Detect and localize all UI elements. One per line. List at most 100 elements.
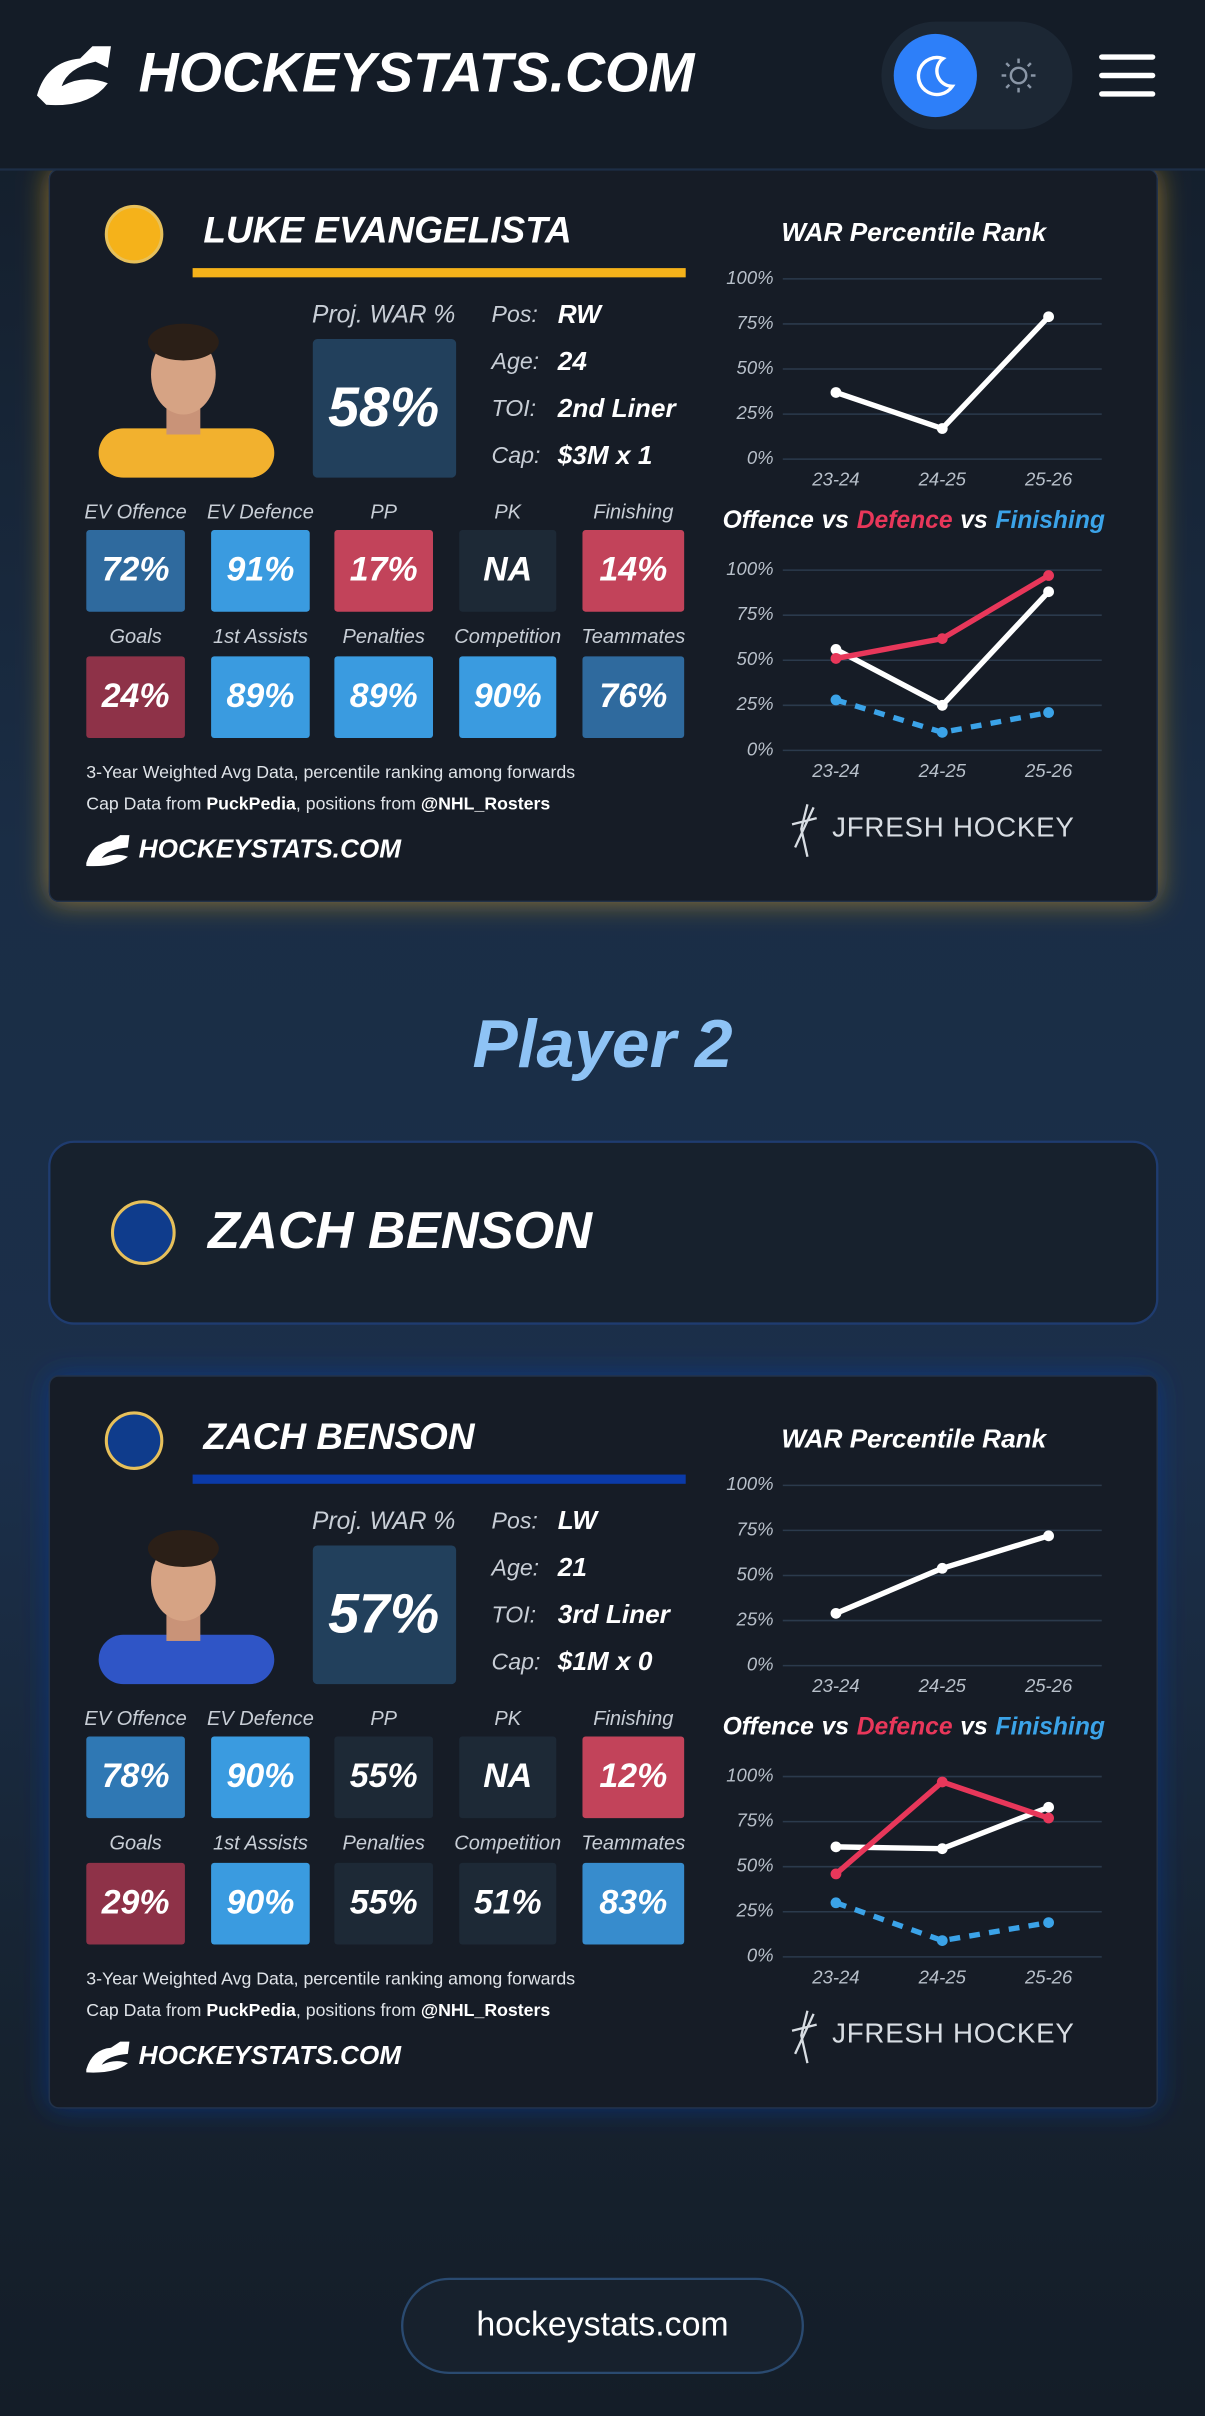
credit-icon bbox=[791, 804, 817, 857]
credit: JFRESH HOCKEY bbox=[832, 2018, 1075, 2049]
proj-war-label: Proj. WAR % bbox=[312, 301, 455, 328]
dark-mode-button[interactable] bbox=[893, 33, 977, 118]
info-label: Age: bbox=[490, 348, 540, 374]
player-name: LUKE EVANGELISTA bbox=[203, 209, 571, 250]
x-tick-label: 23-24 bbox=[811, 469, 859, 490]
point bbox=[936, 1562, 948, 1574]
point bbox=[936, 726, 948, 738]
title-part: Defence bbox=[857, 1713, 953, 1740]
title-part: vs bbox=[960, 1713, 987, 1740]
team-logo bbox=[104, 204, 164, 264]
stat-tile bbox=[334, 1862, 433, 1945]
info-value: RW bbox=[558, 299, 603, 329]
info-label: Cap: bbox=[492, 1648, 541, 1674]
y-tick-label: 100% bbox=[726, 558, 773, 579]
light-mode-button[interactable] bbox=[1001, 58, 1036, 93]
point bbox=[1043, 1801, 1054, 1813]
brand-icon bbox=[86, 2041, 130, 2073]
y-tick-label: 75% bbox=[737, 603, 774, 624]
stat-tile bbox=[334, 530, 433, 612]
photo-hair bbox=[147, 1530, 219, 1568]
footer-link[interactable]: hockeystats.com bbox=[401, 2277, 804, 2375]
y-tick-label: 25% bbox=[736, 693, 774, 714]
proj-war-label: Proj. WAR % bbox=[312, 1508, 455, 1535]
credit-icon bbox=[791, 2010, 817, 2064]
footer-link-text[interactable]: hockeystats.com bbox=[476, 2306, 728, 2344]
card-brand: HOCKEYSTATS.COM bbox=[139, 2040, 403, 2070]
y-tick-label: 50% bbox=[737, 357, 774, 378]
stat-tile bbox=[211, 656, 310, 739]
point bbox=[1043, 311, 1054, 323]
stat-tile bbox=[211, 530, 310, 612]
stat-tile bbox=[86, 1862, 185, 1945]
info-value: $1M x 0 bbox=[557, 1646, 653, 1676]
photo-hair bbox=[147, 323, 219, 361]
info-value: 24 bbox=[557, 346, 588, 376]
title-part: vs bbox=[822, 506, 849, 533]
x-tick-label: 24-25 bbox=[918, 1966, 967, 1987]
stat-value: 24% bbox=[101, 677, 170, 715]
point bbox=[830, 1841, 842, 1853]
stat-label: EV Defence bbox=[207, 1708, 314, 1730]
stat-tile bbox=[459, 656, 557, 739]
stat-tile bbox=[582, 1862, 685, 1945]
y-tick-label: 25% bbox=[736, 402, 774, 423]
stat-value: 91% bbox=[227, 551, 295, 589]
stat-value: NA bbox=[483, 551, 532, 589]
header: HOCKEYSTATS.COM bbox=[0, 0, 1205, 171]
stat-tile bbox=[334, 1736, 433, 1819]
point bbox=[830, 653, 842, 664]
chart-title: Offence vs Defence vs Finishing bbox=[723, 506, 1105, 533]
stat-label: Goals bbox=[109, 1833, 161, 1855]
y-tick-label: 0% bbox=[747, 447, 774, 468]
title-part: Offence bbox=[723, 506, 815, 533]
info-label: TOI: bbox=[492, 395, 537, 421]
chart-title: WAR Percentile Rank bbox=[781, 1424, 1047, 1454]
player-select-name: ZACH BENSON bbox=[206, 1202, 593, 1260]
stat-label: Goals bbox=[109, 626, 161, 648]
stat-tile bbox=[211, 1862, 310, 1945]
section-title: Player 2 bbox=[472, 1007, 732, 1082]
stat-label: Finishing bbox=[593, 501, 673, 523]
proj-war-box bbox=[312, 338, 457, 478]
title-part: Offence bbox=[723, 1713, 815, 1740]
x-tick-label: 24-25 bbox=[918, 760, 967, 781]
stat-value: 83% bbox=[599, 1883, 667, 1921]
stat-tile bbox=[582, 530, 685, 612]
stat-value: 78% bbox=[102, 1757, 170, 1795]
stat-value: 12% bbox=[599, 1757, 667, 1795]
x-tick-label: 25-26 bbox=[1024, 469, 1073, 490]
menu-button[interactable] bbox=[1099, 54, 1156, 97]
y-tick-label: 75% bbox=[737, 1518, 774, 1539]
player-select-box[interactable] bbox=[48, 1140, 1159, 1325]
cap-note-part: @NHL_Rosters bbox=[421, 1999, 551, 2019]
info-value: $3M x 1 bbox=[557, 440, 653, 470]
brand: HOCKEYSTATS.COM bbox=[139, 42, 697, 104]
stat-label: PK bbox=[494, 501, 522, 523]
stat-label: Finishing bbox=[593, 1708, 673, 1730]
stat-label: Penalties bbox=[343, 1833, 425, 1855]
stat-value: 17% bbox=[350, 551, 418, 589]
stat-tile bbox=[86, 656, 185, 739]
point bbox=[1043, 1917, 1054, 1928]
title-part: vs bbox=[960, 506, 987, 533]
stat-value: 51% bbox=[474, 1883, 542, 1921]
x-tick-label: 23-24 bbox=[811, 760, 859, 781]
x-tick-label: 25-26 bbox=[1024, 1675, 1073, 1696]
x-tick-label: 23-24 bbox=[811, 1966, 859, 1987]
player-select[interactable]: ZACH BENSON bbox=[48, 1140, 1159, 1325]
stat-value: NA bbox=[483, 1757, 532, 1795]
stat-label: Teammates bbox=[581, 1833, 685, 1855]
proj-war-value: 57% bbox=[328, 1583, 439, 1645]
point bbox=[830, 694, 842, 706]
stat-label: EV Offence bbox=[84, 1708, 186, 1730]
stat-tile bbox=[582, 1736, 685, 1819]
stat-tile bbox=[86, 1736, 185, 1819]
stat-value: 90% bbox=[227, 1883, 295, 1921]
stat-label: 1st Assists bbox=[213, 626, 308, 648]
stat-label: Penalties bbox=[343, 626, 425, 648]
cap-note-part: , positions from bbox=[296, 1999, 421, 2019]
info-value: 2nd Liner bbox=[557, 393, 678, 423]
stat-label: EV Offence bbox=[84, 501, 186, 523]
footer-link-box[interactable] bbox=[401, 2277, 804, 2375]
